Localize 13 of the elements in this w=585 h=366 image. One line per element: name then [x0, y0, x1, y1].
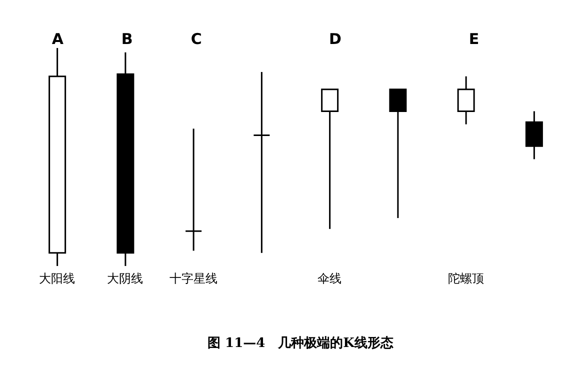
candlestick	[252, 72, 270, 253]
annotation: E	[468, 30, 480, 48]
annotation: D	[328, 30, 342, 48]
x-tick-label: 大阳线	[39, 272, 76, 286]
annotation: C	[190, 30, 203, 48]
x-tick-label: 陀螺顶	[448, 272, 484, 286]
text: 图 11—4 几种极端的K线形态	[206, 335, 394, 352]
candlestick	[184, 128, 202, 251]
annotation: A	[50, 30, 64, 48]
x-tick-label: 十字星线	[169, 272, 218, 286]
x-tick-label: 伞线	[318, 272, 342, 286]
x-tick-label: 大阴线	[107, 272, 144, 286]
annotation: B	[120, 30, 134, 48]
